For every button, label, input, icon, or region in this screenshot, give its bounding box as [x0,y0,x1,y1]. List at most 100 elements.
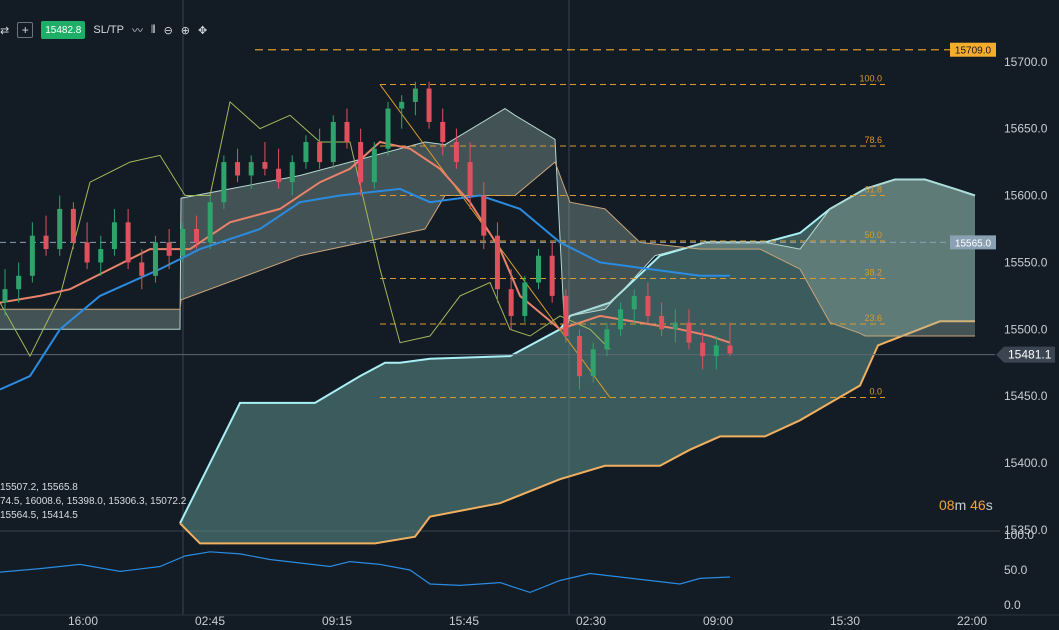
candle-body [659,315,665,330]
candle-body [577,336,583,377]
price-badge-bg [996,346,1055,363]
price-tick-label: 15600.0 [1004,189,1048,203]
oscillator-tick-label: 0.0 [1004,598,1021,612]
candle-body [467,162,473,196]
candle-body [385,108,391,149]
candle-body [194,228,200,243]
fib-label-1: 78.6 [864,135,882,145]
zoom-out-icon[interactable]: ⊖ [163,24,173,37]
price-tick-label: 15400.0 [1004,456,1048,470]
time-tick-label: 02:45 [195,614,225,628]
candle-body [412,88,418,102]
candle-body [262,162,268,169]
fib-label-0: 100.0 [859,74,882,84]
candle-body [563,295,569,337]
candle-body [29,235,35,276]
candle-body [180,228,186,256]
price-badge-bg [950,42,996,57]
fib-label-3: 50.0 [864,230,882,240]
price-tick-label: 15700.0 [1004,55,1048,69]
candle-body [303,142,309,163]
candle-body [590,349,596,377]
candle-body [508,289,514,316]
candle-body [686,322,692,343]
candle-body [494,235,500,290]
candle-body [549,255,555,296]
candle-body [535,255,541,283]
candle-body [235,162,241,176]
candle-body [43,235,49,250]
crosshair-icon[interactable]: ✥ [198,24,208,37]
candle-body [207,202,213,243]
sltp-button[interactable]: SL/TP [93,24,124,36]
time-tick-label: 09:00 [703,614,733,628]
price-badge-label: 15709.0 [955,46,992,57]
candle-body [645,295,651,316]
candle-body [289,162,295,183]
add-symbol-button[interactable]: + [17,22,34,38]
candle-body [276,168,282,183]
swap-icon[interactable]: ⇄ [0,24,10,37]
kumo-inner-fill [0,108,975,336]
chart-toolbar: ⇄ + 15482.8 SL/TP 〰 ⫴ ⊖ ⊕ ✥ [0,20,207,40]
time-tick-label: 09:15 [322,614,352,628]
candle-body [16,275,22,290]
candle-body [221,162,227,203]
kijun-line [0,187,730,391]
time-tick-label: 22:00 [957,614,987,628]
price-tick-label: 15500.0 [1004,322,1048,336]
candle-body [672,322,678,330]
candle-body [57,208,63,250]
candle-body [727,345,733,354]
candle-body [631,295,637,310]
price-tick-label: 15350.0 [1004,523,1048,537]
price-badge-bg [950,235,996,250]
candle-body [481,195,487,236]
candle-body [522,282,528,316]
candle-body [399,101,405,109]
oscillator-tick-label: 100.0 [1004,528,1034,542]
candle-timer: 08m 46s [939,497,993,513]
fib-label-5: 23.6 [864,313,882,323]
candle-body [111,222,117,250]
price-badge-label: 15481.1 [1008,348,1052,362]
candle-body [84,242,90,263]
candle-body [358,142,364,183]
cloud-lower-line [179,320,975,545]
candle-body [139,262,145,276]
price-badge-label: 15565.0 [955,238,992,249]
indicator-values-3: 15564.5, 15414.5 [0,510,78,521]
time-tick-label: 02:30 [576,614,606,628]
candle-body [152,242,158,276]
fib-label-2: 61.8 [864,185,882,195]
time-tick-label: 16:00 [68,614,98,628]
time-tick-label: 15:30 [830,614,860,628]
candle-body [426,88,432,122]
time-tick-label: 15:45 [449,614,479,628]
candles-icon[interactable]: ⫴ [150,23,156,36]
candle-body [330,121,336,163]
candle-body [440,121,446,143]
candle-body [248,162,254,176]
zoom-in-icon[interactable]: ⊕ [180,24,191,37]
price-tick-label: 15550.0 [1004,255,1048,269]
indicator-values-2: 74.5, 16008.6, 15398.0, 15306.3, 15072.2 [0,496,187,507]
candle-body [700,342,706,357]
line-chart-icon[interactable]: 〰 [131,25,143,37]
kumo-lower-edge [0,161,975,337]
candle-body [453,142,459,163]
candle-body [2,289,8,303]
candle-body [713,345,719,357]
timer-minutes: 08 [939,497,955,513]
price-tick-label: 15650.0 [1004,122,1048,136]
candle-body [70,208,76,243]
candle-body [604,329,610,350]
fib-label-4: 38.2 [864,267,882,277]
candle-body [317,142,323,163]
oscillator-tick-label: 50.0 [1004,563,1028,577]
candle-body [371,148,377,183]
price-tick-label: 15450.0 [1004,389,1048,403]
candle-body [618,309,624,330]
candle-body [125,222,131,263]
